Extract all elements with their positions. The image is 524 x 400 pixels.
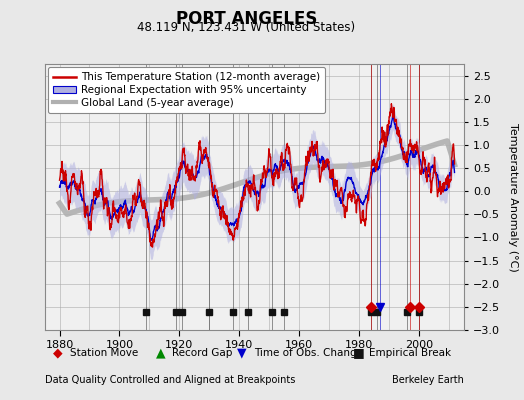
Legend: This Temperature Station (12-month average), Regional Expectation with 95% uncer: This Temperature Station (12-month avera… [48,67,325,113]
Text: ■: ■ [353,346,364,360]
Text: ▼: ▼ [237,346,247,360]
Text: ◆: ◆ [53,346,62,360]
Text: Time of Obs. Change: Time of Obs. Change [254,348,363,358]
Text: Record Gap: Record Gap [172,348,233,358]
Text: Empirical Break: Empirical Break [369,348,452,358]
Text: 48.119 N, 123.431 W (United States): 48.119 N, 123.431 W (United States) [137,21,355,34]
Text: Berkeley Earth: Berkeley Earth [392,375,464,385]
Y-axis label: Temperature Anomaly (°C): Temperature Anomaly (°C) [508,123,518,271]
Text: Data Quality Controlled and Aligned at Breakpoints: Data Quality Controlled and Aligned at B… [45,375,295,385]
Text: PORT ANGELES: PORT ANGELES [176,10,317,28]
Text: ▲: ▲ [156,346,165,360]
Text: Station Move: Station Move [70,348,138,358]
